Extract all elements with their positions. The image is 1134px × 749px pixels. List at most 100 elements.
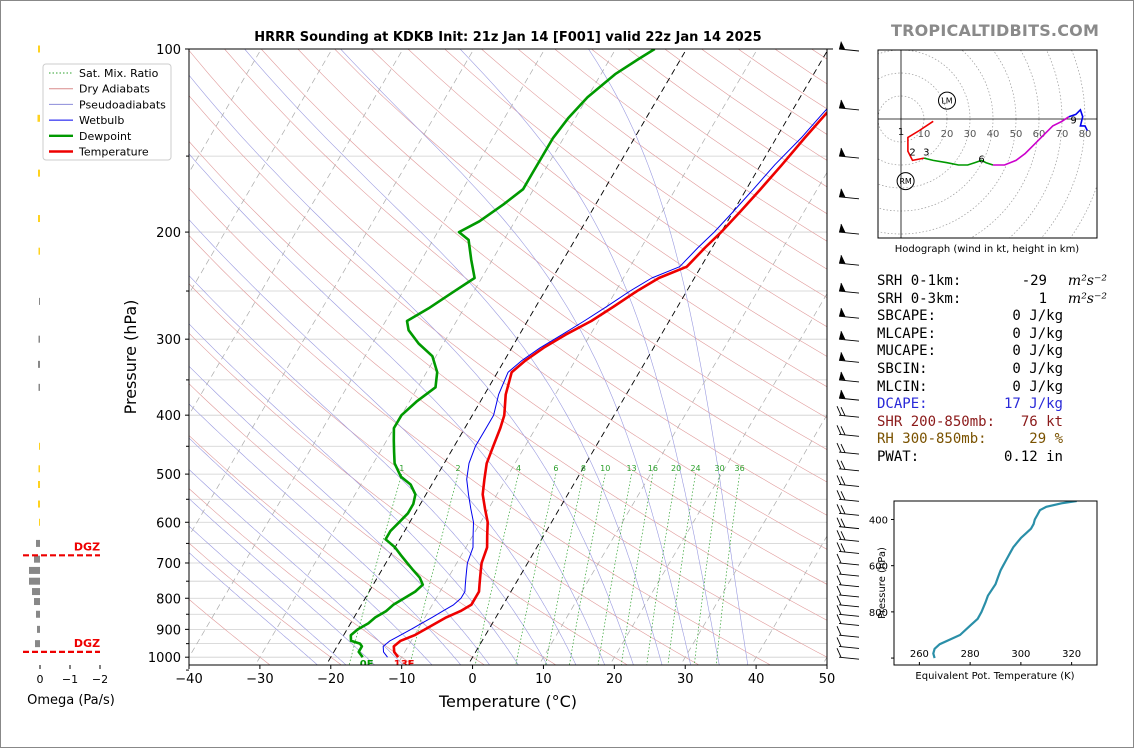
- legend-entry-label: Pseudoadiabats: [79, 98, 166, 111]
- x-tick-label: 20: [606, 672, 623, 687]
- wind-barb-feather: [837, 648, 841, 657]
- wind-barb-feather: [841, 491, 845, 500]
- wind-barb-staff: [839, 291, 859, 293]
- hodograph-ring-label: 50: [1010, 129, 1023, 140]
- wind-barb-staff: [839, 49, 859, 51]
- wind-barb-feather: [837, 460, 841, 469]
- wind-barb-feather: [841, 543, 845, 552]
- hodograph-height-label: 9: [1070, 115, 1076, 126]
- wind-barb-staff: [839, 614, 859, 616]
- pseudoadiabat-line: [245, 49, 664, 670]
- index-value: -29: [1022, 273, 1047, 291]
- hodograph-motion-label: LM: [941, 97, 952, 106]
- wind-barb-feather: [841, 505, 845, 513]
- omega-bar: [36, 540, 40, 547]
- omega-bar: [36, 611, 40, 618]
- index-value: 0 J/kg: [1012, 361, 1063, 379]
- omega-bar: [39, 465, 41, 472]
- legend-entry-label: Sat. Mix. Ratio: [79, 67, 159, 80]
- hodograph-frame: [878, 50, 1097, 238]
- wind-barb-staff: [839, 360, 859, 362]
- omega-bar: [38, 115, 41, 122]
- wind-barb-flag: [839, 41, 845, 49]
- x-tick-label: 50: [819, 672, 836, 687]
- wind-barb-staff: [839, 551, 859, 553]
- wind-barb-staff: [839, 398, 859, 400]
- index-value: 76 kt: [1021, 414, 1063, 432]
- mixing-ratio-label: 13: [626, 464, 636, 473]
- skewt-y-axis-label: Pressure (hPa): [121, 300, 140, 415]
- wind-barb-feather: [837, 576, 841, 585]
- index-value: 17 J/kg: [1004, 396, 1063, 414]
- y-tick-label: 400: [156, 409, 181, 424]
- wind-barb-feather: [837, 475, 841, 484]
- index-label: MLCAPE:: [877, 326, 936, 344]
- mixing-ratio-label: 20: [671, 464, 681, 473]
- omega-bar: [35, 640, 40, 647]
- omega-bar: [32, 588, 40, 595]
- theta-e-x-tick-label: 300: [1011, 649, 1030, 660]
- mixing-ratio-label: 2: [456, 464, 461, 473]
- wind-barb-feather: [841, 461, 845, 470]
- chart-title: HRRR Sounding at KDKB Init: 21z Jan 14 […: [254, 30, 761, 45]
- legend-entry-label: Wetbulb: [79, 114, 124, 127]
- omega-bar: [39, 443, 40, 450]
- index-row: SBCIN:0 J/kg: [877, 361, 1107, 379]
- mixing-ratio-line: [667, 474, 695, 670]
- wind-barb-feather: [841, 476, 845, 485]
- wind-barb-staff: [839, 513, 859, 515]
- omega-bar: [38, 501, 40, 508]
- index-label: RH 300-850mb:: [877, 431, 987, 449]
- index-value: 0 J/kg: [1012, 326, 1063, 344]
- index-row: SBCAPE:0 J/kg: [877, 308, 1107, 326]
- omega-x-tick-label: −2: [92, 673, 108, 686]
- wind-barb-feather: [837, 605, 841, 614]
- theta-e-x-axis-label: Equivalent Pot. Temperature (K): [915, 671, 1074, 682]
- legend-entry-label: Dry Adiabats: [79, 83, 150, 96]
- zero-isotherm-line: [465, 49, 828, 670]
- index-label: SHR 200-850mb:: [877, 414, 995, 432]
- hodograph-height-label: 1: [898, 127, 904, 138]
- wind-barb-feather: [837, 518, 841, 527]
- wind-barb-feather: [841, 426, 845, 435]
- wind-barb-staff: [839, 380, 859, 382]
- omega-bar: [37, 626, 40, 633]
- skewt-x-axis-label: Temperature (°C): [438, 692, 577, 711]
- y-tick-label: 200: [156, 226, 181, 241]
- wind-barb-feather: [837, 596, 841, 605]
- index-label: SRH 0-3km:: [877, 291, 961, 309]
- hodograph-ring-label: 40: [987, 129, 1000, 140]
- series-dewpoint-line: [351, 49, 655, 657]
- wind-barb-feather: [837, 586, 841, 595]
- index-value: 0.12 in: [1004, 449, 1063, 467]
- wind-barb-staff: [839, 657, 859, 659]
- wind-barb-staff: [839, 469, 859, 471]
- wind-barb-staff: [839, 563, 859, 565]
- index-row: MUCAPE:0 J/kg: [877, 343, 1107, 361]
- omega-bar: [38, 361, 40, 368]
- index-row: PWAT:0.12 in: [877, 449, 1107, 467]
- mixing-ratio-line: [597, 474, 631, 670]
- wind-barb-staff: [839, 539, 859, 541]
- index-value: 0 J/kg: [1012, 343, 1063, 361]
- wind-barb-staff: [839, 434, 859, 436]
- wind-barb-staff: [839, 574, 859, 576]
- y-tick-label: 600: [156, 516, 181, 531]
- index-value: 0 J/kg: [1012, 308, 1063, 326]
- wind-barb-feather: [837, 626, 841, 635]
- mixing-ratio-label: 36: [735, 464, 745, 473]
- omega-bar: [39, 248, 41, 255]
- wind-barb-staff: [839, 108, 859, 110]
- wind-barb-staff: [839, 646, 859, 648]
- y-tick-label: 700: [156, 557, 181, 572]
- y-tick-label: 500: [156, 468, 181, 483]
- wind-barb-feather: [837, 554, 841, 563]
- y-tick-label: 1000: [148, 651, 181, 666]
- isotherm-line: [181, 49, 544, 670]
- omega-bar: [29, 578, 40, 585]
- index-value: 1: [1039, 291, 1047, 309]
- wind-barb-staff: [839, 316, 859, 318]
- omega-bar: [39, 336, 41, 343]
